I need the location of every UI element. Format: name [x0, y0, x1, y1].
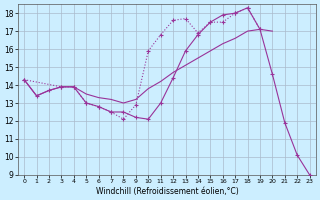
X-axis label: Windchill (Refroidissement éolien,°C): Windchill (Refroidissement éolien,°C): [96, 187, 238, 196]
